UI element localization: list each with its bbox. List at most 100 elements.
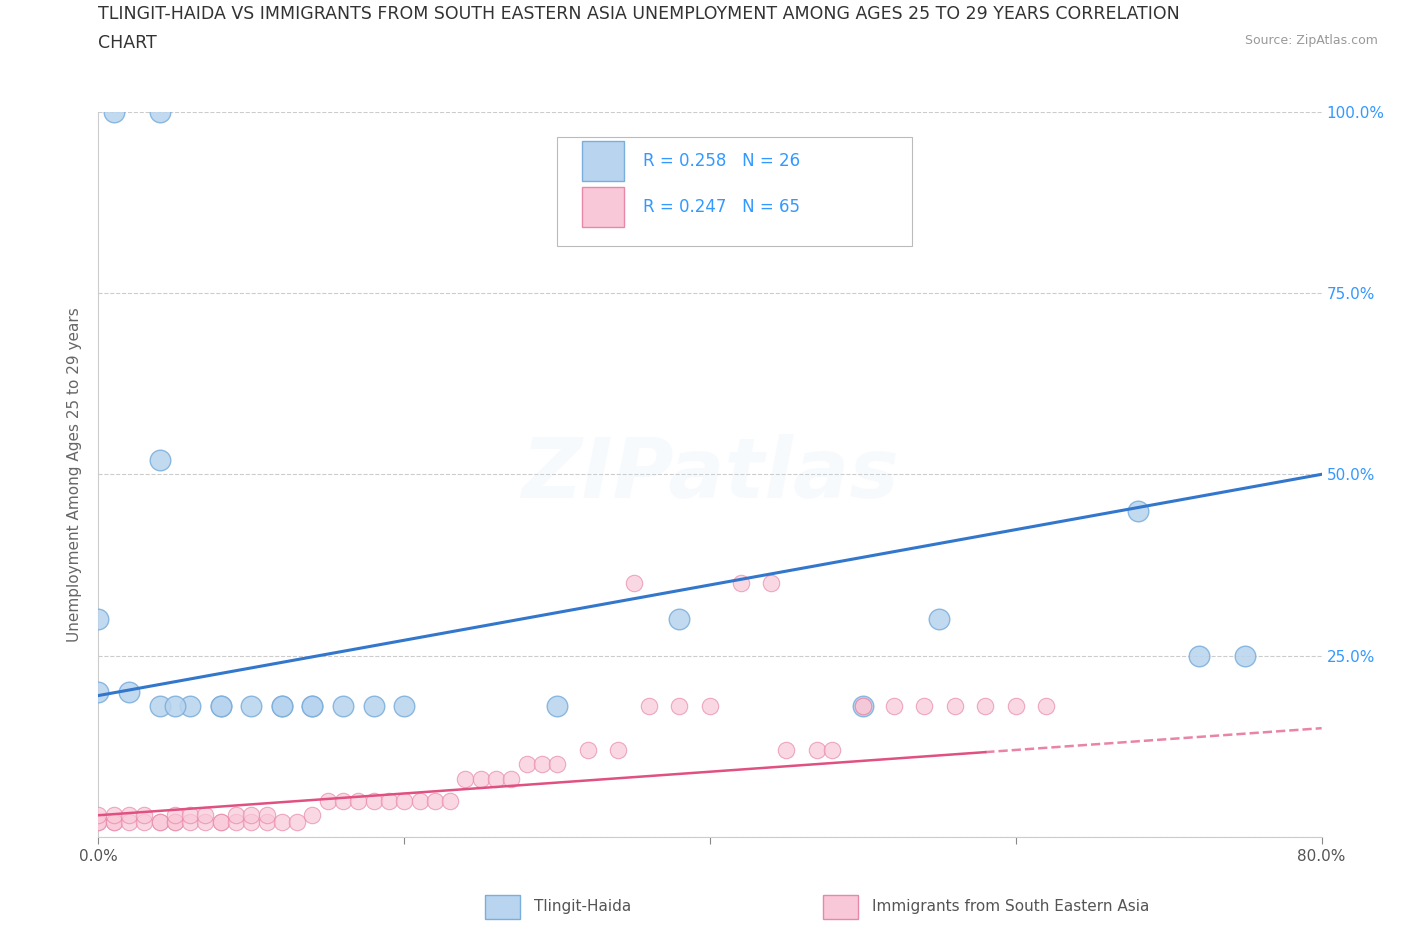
- Point: [194, 808, 217, 823]
- Point: [285, 815, 308, 830]
- Point: [225, 815, 247, 830]
- Point: [149, 104, 172, 119]
- Point: [392, 793, 416, 808]
- Point: [852, 699, 875, 714]
- Point: [118, 684, 141, 699]
- Point: [363, 793, 385, 808]
- Point: [775, 742, 797, 757]
- Point: [179, 808, 201, 823]
- Point: [87, 815, 110, 830]
- Point: [332, 699, 354, 714]
- Point: [87, 808, 110, 823]
- Point: [209, 699, 232, 714]
- Point: [179, 699, 201, 714]
- Point: [134, 808, 156, 823]
- Point: [759, 576, 782, 591]
- Point: [270, 699, 292, 714]
- Point: [134, 815, 156, 830]
- Point: [1128, 503, 1150, 518]
- Point: [423, 793, 446, 808]
- Point: [240, 699, 263, 714]
- Point: [637, 699, 661, 714]
- Point: [501, 772, 523, 787]
- Point: [225, 808, 247, 823]
- Point: [118, 808, 141, 823]
- Point: [209, 815, 232, 830]
- Point: [87, 815, 110, 830]
- Point: [179, 815, 201, 830]
- Point: [256, 808, 278, 823]
- Point: [821, 742, 844, 757]
- Point: [546, 757, 568, 772]
- Point: [408, 793, 430, 808]
- FancyBboxPatch shape: [582, 187, 624, 227]
- Point: [87, 684, 110, 699]
- Point: [270, 699, 292, 714]
- Point: [576, 742, 599, 757]
- Point: [1035, 699, 1057, 714]
- Point: [270, 815, 292, 830]
- Text: R = 0.247   N = 65: R = 0.247 N = 65: [643, 198, 800, 216]
- Point: [194, 815, 217, 830]
- Point: [149, 699, 172, 714]
- Point: [1004, 699, 1026, 714]
- Point: [454, 772, 477, 787]
- Point: [256, 815, 278, 830]
- Point: [1234, 648, 1257, 663]
- Point: [103, 815, 125, 830]
- Point: [668, 699, 690, 714]
- Point: [546, 699, 568, 714]
- Point: [668, 612, 690, 627]
- Point: [316, 793, 339, 808]
- Point: [240, 808, 263, 823]
- Text: Source: ZipAtlas.com: Source: ZipAtlas.com: [1244, 34, 1378, 47]
- Point: [301, 699, 323, 714]
- Point: [1188, 648, 1211, 663]
- Text: TLINGIT-HAIDA VS IMMIGRANTS FROM SOUTH EASTERN ASIA UNEMPLOYMENT AMONG AGES 25 T: TLINGIT-HAIDA VS IMMIGRANTS FROM SOUTH E…: [98, 5, 1180, 22]
- Point: [607, 742, 630, 757]
- Point: [974, 699, 997, 714]
- Point: [623, 576, 645, 591]
- Text: Tlingit-Haida: Tlingit-Haida: [534, 899, 631, 914]
- Point: [806, 742, 828, 757]
- Point: [883, 699, 905, 714]
- Point: [347, 793, 370, 808]
- Point: [928, 612, 950, 627]
- Text: R = 0.258   N = 26: R = 0.258 N = 26: [643, 153, 800, 170]
- Point: [439, 793, 461, 808]
- Text: CHART: CHART: [98, 34, 157, 52]
- FancyBboxPatch shape: [557, 137, 912, 246]
- Point: [103, 815, 125, 830]
- Point: [163, 808, 186, 823]
- Point: [149, 815, 172, 830]
- Point: [149, 452, 172, 467]
- Point: [332, 793, 354, 808]
- Point: [163, 699, 186, 714]
- Point: [912, 699, 935, 714]
- Point: [943, 699, 966, 714]
- FancyBboxPatch shape: [582, 141, 624, 181]
- Point: [87, 612, 110, 627]
- Point: [852, 699, 875, 714]
- Point: [103, 104, 125, 119]
- Text: Immigrants from South Eastern Asia: Immigrants from South Eastern Asia: [872, 899, 1149, 914]
- Point: [163, 815, 186, 830]
- Point: [699, 699, 721, 714]
- Point: [163, 815, 186, 830]
- Point: [363, 699, 385, 714]
- Point: [730, 576, 752, 591]
- Point: [516, 757, 538, 772]
- Point: [240, 815, 263, 830]
- Point: [530, 757, 553, 772]
- Y-axis label: Unemployment Among Ages 25 to 29 years: Unemployment Among Ages 25 to 29 years: [67, 307, 83, 642]
- Point: [301, 808, 323, 823]
- Point: [301, 699, 323, 714]
- Point: [118, 815, 141, 830]
- Point: [378, 793, 401, 808]
- Point: [852, 699, 875, 714]
- Point: [470, 772, 492, 787]
- Point: [209, 815, 232, 830]
- Point: [149, 815, 172, 830]
- Point: [103, 808, 125, 823]
- Point: [485, 772, 508, 787]
